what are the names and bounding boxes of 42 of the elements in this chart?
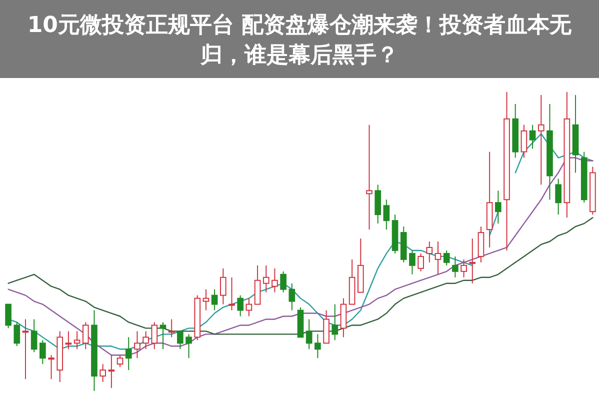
candlestick	[272, 268, 278, 293]
candlestick	[478, 226, 484, 263]
candlestick	[74, 330, 80, 350]
candlestick	[332, 304, 338, 341]
candlestick	[572, 94, 579, 174]
candlestick	[426, 241, 433, 263]
candlestick	[22, 318, 29, 380]
candlestick	[504, 92, 510, 251]
candlestick	[555, 178, 562, 216]
candlestick	[56, 330, 64, 383]
candlestick	[100, 364, 106, 383]
candlestick	[125, 336, 132, 371]
candlestick	[314, 334, 321, 359]
candlestick	[512, 103, 519, 158]
candlestick	[460, 258, 467, 278]
candlestick	[306, 318, 312, 350]
candlestick	[91, 310, 98, 392]
candlestick	[340, 298, 347, 338]
candlestick	[246, 298, 252, 317]
candlestick	[202, 288, 210, 311]
candlestick	[134, 330, 140, 359]
chart-title: 10元微投资正规平台 配资盘爆仓潮来袭！投资者血本无归，谁是幕后黑手？	[27, 12, 573, 68]
candlestick	[374, 184, 382, 224]
candlestick	[564, 92, 570, 218]
candlestick	[220, 268, 226, 305]
candlestick	[486, 151, 493, 248]
candlestick	[452, 256, 458, 278]
candlestick	[366, 124, 372, 230]
candlestick	[383, 199, 390, 230]
candlestick	[538, 94, 544, 186]
candlestick	[288, 282, 296, 311]
candlestick	[142, 330, 149, 350]
candlestick	[469, 238, 476, 284]
candlestick	[529, 124, 536, 150]
candlestick	[546, 103, 553, 200]
candlestick	[108, 354, 115, 389]
candlestick	[262, 264, 270, 293]
candlestick	[520, 124, 528, 158]
candlestick	[434, 241, 442, 275]
candlestick	[211, 288, 218, 311]
candlestick	[495, 190, 502, 224]
title: 10元微投资正规平台 配资盘爆仓潮来袭！投资者血本无归，谁是幕后黑手？	[0, 0, 599, 78]
